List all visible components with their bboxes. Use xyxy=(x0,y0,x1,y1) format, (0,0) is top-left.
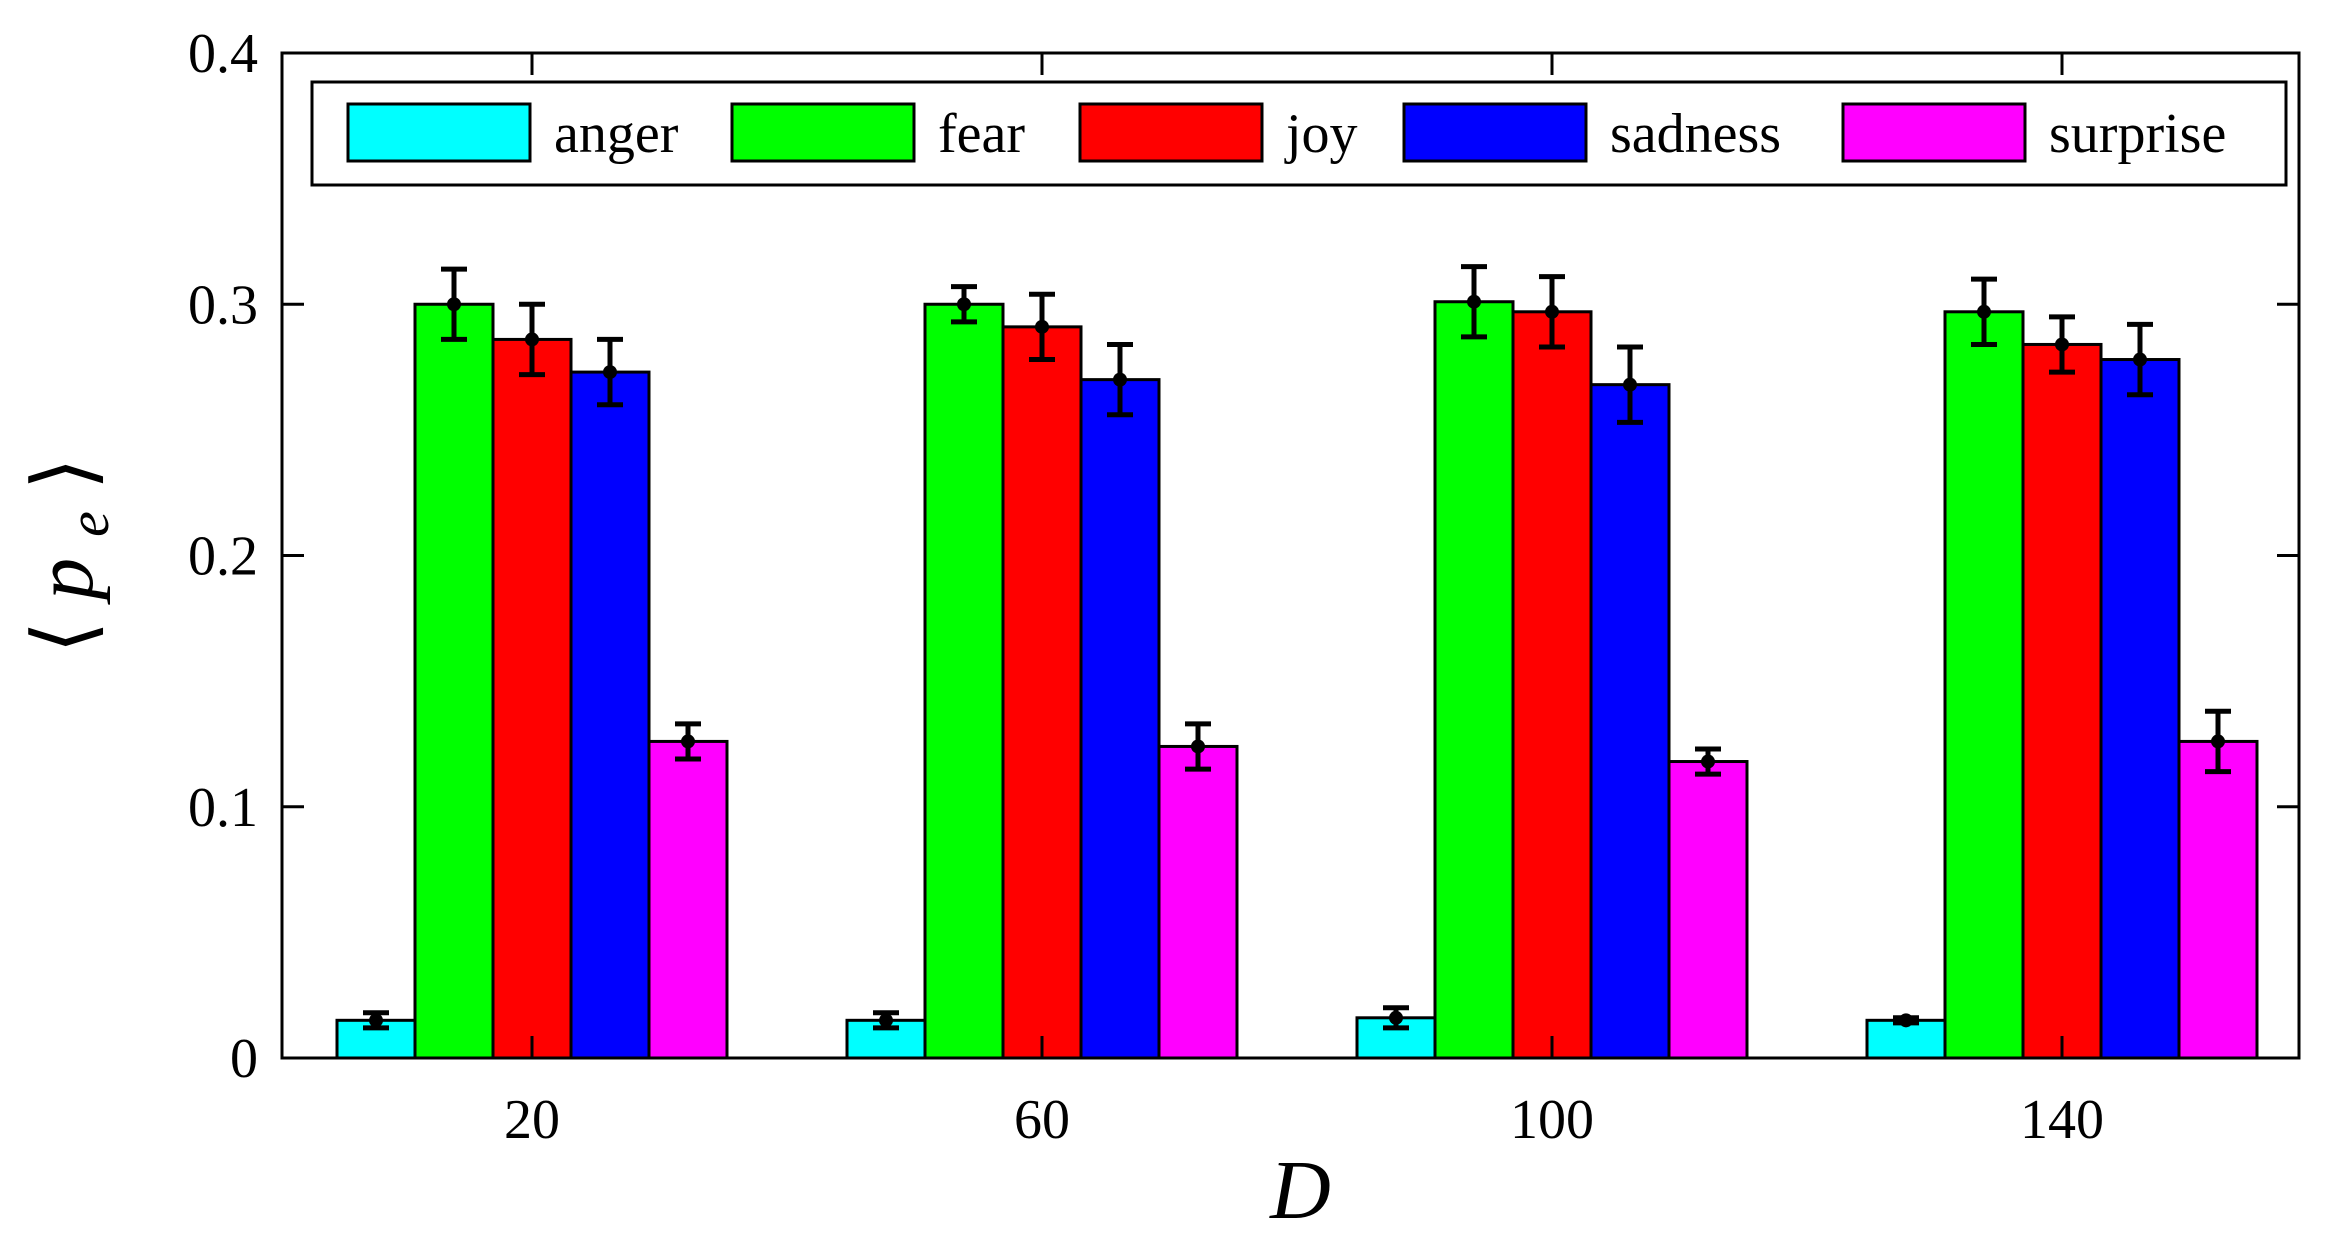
error-bar-joy xyxy=(1029,291,1055,363)
y-tick-label: 0.1 xyxy=(188,777,258,839)
legend-box xyxy=(310,80,2288,187)
bar-joy xyxy=(2021,342,2103,1060)
bar-surprise xyxy=(1667,760,1749,1060)
legend-label-surprise: surprise xyxy=(2049,103,2226,165)
mean-marker xyxy=(681,734,695,749)
error-bar-sadness xyxy=(1107,341,1133,418)
error-bar-fear xyxy=(1461,264,1487,340)
error-bar-anger xyxy=(873,1010,899,1031)
bar-joy xyxy=(491,337,573,1060)
y-tick-label: 0.2 xyxy=(188,526,258,588)
bar-joy xyxy=(1001,325,1083,1060)
mean-marker xyxy=(1899,1013,1913,1028)
mean-marker xyxy=(2211,734,2225,749)
mean-marker xyxy=(525,332,539,347)
mean-marker xyxy=(1113,372,1127,387)
bar-surprise xyxy=(1157,744,1239,1060)
error-bar-anger xyxy=(363,1010,389,1031)
mean-marker xyxy=(603,365,617,380)
bar-sadness xyxy=(1079,378,1161,1060)
mean-marker xyxy=(879,1013,893,1028)
svg-text:⟨ p e ⟩: ⟨ p e ⟩ xyxy=(18,457,127,653)
legend-label-joy: joy xyxy=(1284,103,1358,165)
mean-marker xyxy=(2055,337,2069,352)
error-bar-surprise xyxy=(675,721,701,762)
error-bar-surprise xyxy=(1185,721,1211,772)
legend-swatch-surprise xyxy=(1841,102,2027,163)
x-tick-label: 60 xyxy=(1014,1089,1070,1151)
mean-marker xyxy=(957,297,971,312)
mean-marker xyxy=(1467,294,1481,309)
y-label-symbol: p xyxy=(18,558,111,605)
bars-layer xyxy=(335,300,2259,1060)
bar-sadness xyxy=(1589,383,1671,1060)
y-label-right-bracket: ⟩ xyxy=(18,457,111,490)
legend: anger fear joy sadness surprise xyxy=(310,80,2288,187)
mean-marker xyxy=(1623,377,1637,392)
bar-sadness xyxy=(569,370,651,1060)
y-tick-label: 0.3 xyxy=(188,274,258,336)
error-bar-sadness xyxy=(2127,321,2153,398)
mean-marker xyxy=(447,297,461,312)
bar-surprise xyxy=(2177,739,2259,1060)
mean-marker xyxy=(369,1013,383,1028)
mean-marker xyxy=(1977,304,1991,319)
x-tick-label: 140 xyxy=(2020,1089,2104,1151)
legend-swatch-anger xyxy=(346,102,532,163)
bar-fear xyxy=(923,302,1005,1060)
error-bar-anger xyxy=(1383,1005,1409,1031)
legend-swatch-sadness xyxy=(1402,102,1588,163)
legend-swatch-fear xyxy=(730,102,916,163)
legend-swatch-joy xyxy=(1078,102,1264,163)
error-bar-sadness xyxy=(1617,344,1643,425)
error-bar-surprise xyxy=(2205,708,2231,775)
x-axis: 20 60 100 140 xyxy=(504,53,2104,1151)
mean-marker xyxy=(1701,754,1715,769)
y-tick-label: 0 xyxy=(230,1028,258,1090)
error-bar-joy xyxy=(519,301,545,378)
mean-marker xyxy=(1035,319,1049,334)
y-label-left-bracket: ⟨ xyxy=(18,621,111,654)
mean-marker xyxy=(2133,352,2147,367)
mean-marker xyxy=(1191,739,1205,754)
bar-sadness xyxy=(2099,358,2181,1060)
legend-label-anger: anger xyxy=(554,103,679,165)
mean-marker xyxy=(1389,1010,1403,1025)
x-tick-label: 100 xyxy=(1510,1089,1594,1151)
x-axis-label: D xyxy=(1269,1144,1331,1233)
y-label-subscript: e xyxy=(56,511,121,537)
y-tick-label: 0.4 xyxy=(188,23,258,85)
error-bar-fear xyxy=(951,284,977,325)
error-bar-fear xyxy=(441,266,467,342)
error-bars-layer xyxy=(363,264,2231,1031)
bar-fear xyxy=(413,302,495,1060)
x-tick-label: 20 xyxy=(504,1089,560,1151)
error-bar-joy xyxy=(2049,314,2075,375)
legend-label-fear: fear xyxy=(938,103,1025,165)
bar-surprise xyxy=(647,739,729,1060)
error-bar-sadness xyxy=(597,336,623,408)
y-axis: 0 0.1 0.2 0.3 0.4 xyxy=(188,23,2299,1090)
error-bar-surprise xyxy=(1695,746,1721,777)
legend-label-sadness: sadness xyxy=(1610,103,1781,165)
error-bar-fear xyxy=(1971,276,1997,347)
bar-fear xyxy=(1433,300,1515,1060)
bar-fear xyxy=(1943,310,2025,1060)
mean-marker xyxy=(1545,304,1559,319)
error-bar-joy xyxy=(1539,274,1565,350)
y-axis-label: ⟨ p e ⟩ xyxy=(18,457,127,653)
bar-joy xyxy=(1511,310,1593,1060)
error-bar-anger xyxy=(1893,1013,1919,1028)
